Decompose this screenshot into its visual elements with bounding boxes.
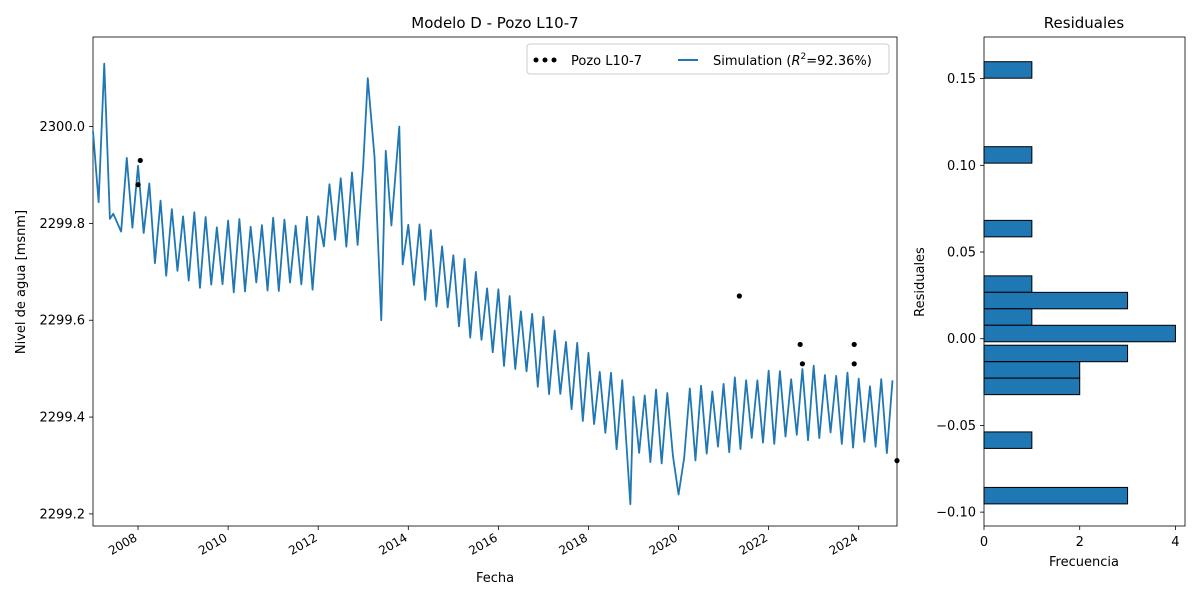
main-x-ticks: 2008 2010 2012 2014 2016 2018 2020 2022 2024 — [106, 526, 860, 558]
main-x-tick-label: 2016 — [466, 530, 499, 557]
main-x-tick-label: 2010 — [196, 530, 229, 557]
main-y-axis-label: Nivel de agua [msnm] — [14, 210, 29, 354]
hist-bar — [983, 431, 1033, 449]
legend-observed-marker — [533, 57, 557, 63]
main-x-tick-label: 2020 — [647, 530, 680, 557]
observed-point — [736, 293, 742, 299]
main-x-tick-label: 2022 — [737, 530, 770, 557]
hist-y-axis-label: Residuales — [913, 247, 928, 317]
hist-y-tick-label: 0.00 — [947, 332, 976, 347]
observed-point — [135, 182, 141, 188]
main-x-tick-label: 2014 — [376, 530, 409, 557]
simulation-line — [92, 62, 894, 506]
main-y-tick-label: 2299.8 — [40, 217, 86, 232]
hist-y-tick-label: 0.05 — [947, 246, 976, 261]
hist-x-ticks: 0 2 4 — [980, 526, 1180, 550]
hist-bar — [983, 324, 1176, 343]
observed-point — [851, 361, 857, 367]
hist-bar — [983, 219, 1033, 238]
observed-point — [851, 341, 857, 348]
hist-bar — [983, 146, 1033, 164]
hist-bars — [983, 61, 1176, 505]
main-x-tick-label: 2024 — [827, 530, 860, 557]
hist-bar — [983, 61, 1033, 79]
hist-x-tick-label: 0 — [980, 535, 988, 550]
legend-box — [526, 43, 890, 75]
hist-x-tick-label: 2 — [1076, 535, 1084, 550]
main-x-tick-label: 2008 — [106, 530, 139, 557]
legend: Pozo L10-7 Simulation (R2=92.36%) — [526, 43, 890, 75]
main-y-tick-label: 2300.0 — [40, 120, 86, 135]
hist-y-ticks: −0.10 −0.05 0.00 0.05 0.10 0.15 — [936, 72, 984, 521]
main-x-axis-label: Fecha — [476, 571, 514, 586]
hist-y-tick-label: −0.10 — [936, 506, 976, 521]
main-plot: 2008 2010 2012 2014 2016 2018 2020 2022 2024 229… — [40, 36, 900, 558]
hist-bar — [983, 344, 1129, 363]
main-y-tick-label: 2299.2 — [40, 507, 86, 522]
main-plot-frame — [92, 36, 898, 527]
observed-point — [894, 458, 900, 464]
legend-simulation-label: Simulation (R2=92.36%) — [713, 52, 872, 69]
hist-plot: 0 2 4 −0.10 −0.05 0.00 0.05 0.10 0.15 — [936, 36, 1186, 550]
hist-title: Residuales — [1044, 14, 1125, 32]
hist-x-tick-label: 4 — [1171, 535, 1179, 550]
hist-plot-frame — [983, 36, 1186, 527]
main-x-tick-label: 2012 — [286, 530, 319, 557]
hist-x-axis-label: Frecuencia — [1049, 555, 1119, 570]
hist-y-tick-label: −0.05 — [936, 419, 976, 434]
observed-point — [137, 157, 143, 164]
main-y-tick-label: 2299.6 — [40, 314, 86, 329]
main-y-ticks: 2299.2 2299.4 2299.6 2299.8 2300.0 — [40, 120, 93, 522]
main-x-tick-label: 2018 — [557, 530, 590, 557]
hist-bar — [983, 275, 1033, 293]
observed-point — [799, 361, 806, 367]
observed-series — [135, 157, 900, 464]
hist-bar — [983, 291, 1129, 310]
hist-bar — [983, 361, 1081, 379]
hist-y-tick-label: 0.15 — [947, 72, 976, 87]
legend-observed-label: Pozo L10-7 — [571, 54, 642, 69]
hist-bar — [983, 308, 1033, 326]
simulation-series — [92, 62, 894, 506]
hist-bar — [983, 486, 1129, 505]
hist-y-tick-label: 0.10 — [947, 159, 976, 174]
hist-bar — [983, 377, 1081, 396]
observed-point — [797, 341, 803, 348]
main-title: Modelo D - Pozo L10-7 — [411, 14, 578, 32]
main-y-tick-label: 2299.4 — [40, 411, 86, 426]
